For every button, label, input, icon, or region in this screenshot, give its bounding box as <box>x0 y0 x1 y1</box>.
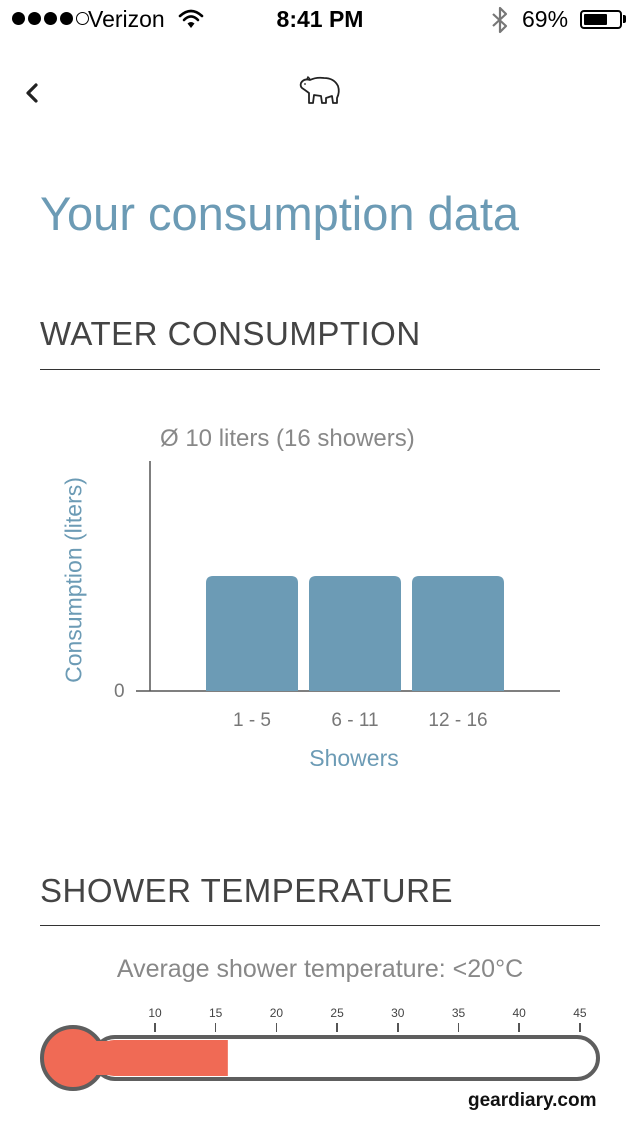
x-tick-label: 1 - 5 <box>232 710 272 731</box>
watermark: geardiary.com <box>468 1090 597 1111</box>
battery-percent: 69% <box>522 6 569 32</box>
carrier-name: Verizon <box>88 6 165 32</box>
bar-2 <box>412 576 504 691</box>
chevron-left-icon[interactable] <box>20 78 44 108</box>
scale-tick <box>154 1023 156 1032</box>
signal-dot <box>76 12 89 25</box>
scale-tick <box>397 1023 399 1032</box>
scale-tick <box>336 1023 338 1032</box>
temperature-fill <box>96 1040 228 1076</box>
clock-time: 8:41 PM <box>276 6 364 32</box>
scale-label: 20 <box>269 1006 284 1020</box>
scale-tick <box>214 1023 217 1032</box>
x-tick-label: 12 - 16 <box>428 710 488 731</box>
scale-tick <box>275 1023 278 1032</box>
polar-bear-icon <box>299 75 340 104</box>
y-tick-label: 0 <box>114 681 125 702</box>
scale-tick <box>579 1023 581 1032</box>
x-axis-label: Showers <box>309 745 399 771</box>
divider <box>40 925 600 926</box>
signal-dot <box>60 12 73 25</box>
scale-label: 10 <box>148 1006 162 1020</box>
scale-label: 35 <box>451 1006 466 1020</box>
x-tick-label: 6 - 11 <box>331 710 379 731</box>
water-section-title: WATER CONSUMPTION <box>40 315 421 352</box>
scale-label: 25 <box>330 1006 344 1020</box>
scale-tick <box>457 1023 460 1032</box>
signal-dot <box>44 12 57 25</box>
scale-label: 40 <box>512 1006 526 1020</box>
scale-label: 15 <box>209 1006 223 1020</box>
scale-label: 45 <box>573 1006 587 1020</box>
signal-dot <box>12 12 25 25</box>
chart-subtitle: Ø 10 liters (16 showers) <box>160 425 415 452</box>
signal-dot <box>28 12 41 25</box>
bluetooth-icon <box>492 6 508 34</box>
page-title: Your consumption data <box>40 187 520 240</box>
signal-strength-icon <box>12 12 89 25</box>
wifi-icon <box>178 9 204 28</box>
thermometer-bulb <box>40 1025 106 1091</box>
status-bar: Verizon 8:41 PM 69% <box>0 0 640 40</box>
water-chart <box>136 461 560 692</box>
bar-1 <box>309 576 401 691</box>
thermometer <box>40 1025 600 1091</box>
temperature-subtitle: Average shower temperature: <20°C <box>116 955 524 983</box>
divider <box>40 369 600 370</box>
scale-label: 30 <box>391 1006 405 1020</box>
battery-icon <box>580 10 622 29</box>
temperature-section-title: SHOWER TEMPERATURE <box>40 872 453 909</box>
battery-cap <box>623 15 626 23</box>
scale-tick <box>518 1023 520 1032</box>
bar-0 <box>206 576 298 691</box>
